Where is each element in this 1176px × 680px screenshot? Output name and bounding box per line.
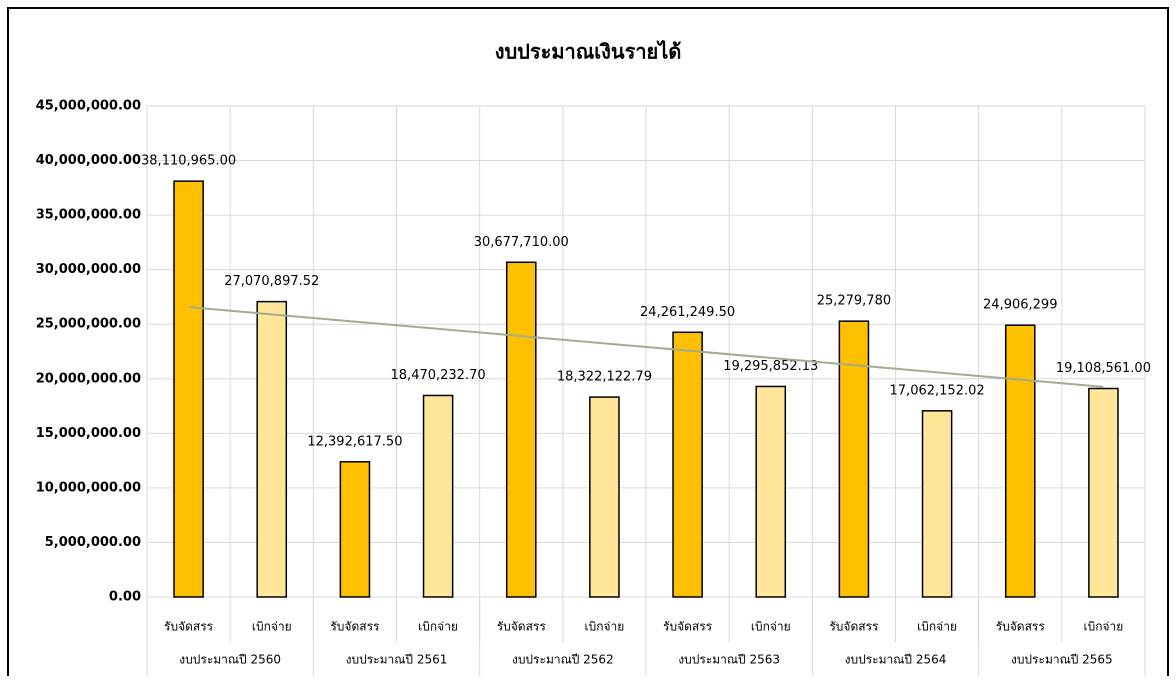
x-tick-label: เบิกจ่าย	[585, 620, 625, 634]
x-tick-label: รับจัดสรร	[829, 620, 879, 634]
data-label: 18,322,122.79	[557, 370, 652, 385]
x-tick-label: เบิกจ่าย	[252, 620, 292, 634]
x-tick-label: รับจัดสรร	[330, 620, 380, 634]
y-tick-label: 35,000,000.00	[36, 208, 141, 223]
data-label: 18,470,232.70	[391, 368, 486, 383]
bar	[838, 320, 870, 598]
data-label: 19,108,561.00	[1056, 361, 1151, 376]
data-label: 30,677,710.00	[474, 235, 569, 250]
bar	[422, 394, 454, 598]
bar	[921, 410, 953, 598]
data-label: 24,261,249.50	[640, 305, 735, 320]
y-tick-label: 5,000,000.00	[45, 535, 141, 550]
x-tick-label: รับจัดสรร	[164, 620, 214, 634]
y-tick-label: 10,000,000.00	[36, 480, 141, 495]
y-tick-label: 15,000,000.00	[36, 426, 141, 441]
bar	[505, 261, 537, 598]
y-tick-label: 25,000,000.00	[36, 317, 141, 332]
data-label: 24,906,299	[983, 298, 1057, 313]
bar	[256, 300, 288, 598]
y-tick-label: 30,000,000.00	[36, 262, 141, 277]
bar	[1004, 324, 1036, 598]
group-label: งบประมาณปี 2562	[512, 653, 614, 667]
group-label: งบประมาณปี 2563	[678, 653, 780, 667]
data-label: 38,110,965.00	[141, 154, 236, 169]
data-label: 19,295,852.13	[723, 359, 818, 374]
group-label: งบประมาณปี 2561	[346, 653, 448, 667]
group-label: งบประมาณปี 2565	[1011, 653, 1113, 667]
x-tick-label: เบิกจ่าย	[751, 620, 791, 634]
bar	[755, 385, 787, 598]
data-label: 12,392,617.50	[307, 434, 402, 449]
bar	[173, 180, 204, 598]
x-tick-label: เบิกจ่าย	[1084, 620, 1124, 634]
bar	[672, 331, 703, 598]
x-tick-label: รับจัดสรร	[497, 620, 547, 634]
data-label: 17,062,152.02	[890, 383, 985, 398]
y-tick-label: 40,000,000.00	[36, 153, 141, 168]
x-tick-label: รับจัดสรร	[996, 620, 1046, 634]
y-tick-label: 0.00	[109, 590, 141, 605]
bar	[1088, 387, 1119, 598]
data-label: 25,279,780	[817, 294, 891, 309]
y-tick-label: 20,000,000.00	[36, 371, 141, 386]
bar	[589, 396, 620, 598]
y-tick-label: 45,000,000.00	[36, 99, 141, 114]
group-label: งบประมาณปี 2564	[845, 653, 947, 667]
x-tick-label: รับจัดสรร	[663, 620, 713, 634]
x-tick-label: เบิกจ่าย	[418, 620, 458, 634]
trendline-dots	[188, 306, 1104, 388]
bar	[339, 461, 371, 598]
chart-title: งบประมาณเงินรายได้	[495, 40, 682, 64]
group-label: งบประมาณปี 2560	[179, 653, 281, 667]
x-tick-label: เบิกจ่าย	[917, 620, 957, 634]
data-label: 27,070,897.52	[224, 274, 319, 289]
